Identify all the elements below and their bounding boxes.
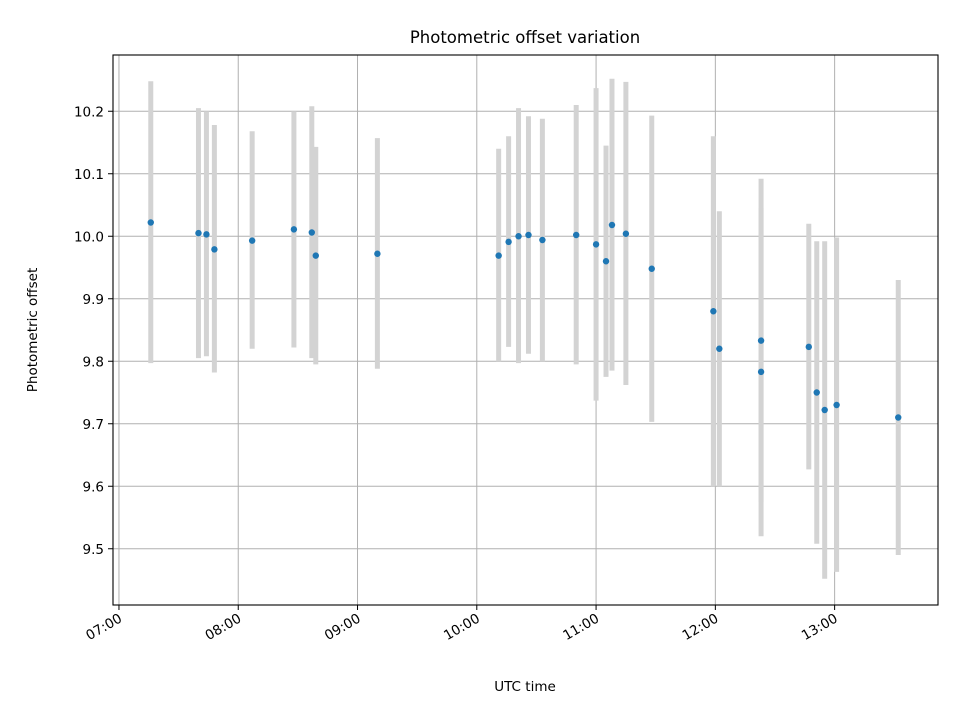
x-tick-label: 07:00 (83, 611, 125, 644)
data-point (374, 250, 381, 257)
data-point (833, 401, 840, 409)
data-point (805, 343, 812, 351)
data-point (147, 219, 154, 226)
data-point (648, 265, 655, 272)
data-point (895, 414, 902, 421)
data-point (211, 246, 218, 253)
data-point (757, 368, 765, 376)
y-tick-label: 10.1 (74, 167, 104, 183)
data-point (505, 238, 512, 246)
data-point (539, 236, 546, 244)
y-axis-label: Photometric offset (25, 268, 41, 392)
data-point (515, 233, 522, 240)
x-tick-label: 11:00 (560, 611, 602, 644)
data-point (495, 252, 502, 259)
data-point (602, 258, 610, 265)
data-point (608, 221, 616, 229)
data-point (592, 241, 600, 248)
data-point (525, 231, 532, 239)
chart-title: Photometric offset variation (410, 28, 640, 47)
x-axis-ticks: 07:00 08:00 09:00 10:00 11:00 12:00 13:00 (83, 605, 841, 644)
x-tick-label: 08:00 (203, 611, 245, 644)
y-axis-ticks: 9.5 9.6 9.7 9.8 9.9 10.0 10.1 10.2 (74, 104, 113, 558)
y-tick-label: 10.2 (74, 104, 104, 120)
y-tick-label: 9.5 (83, 542, 104, 558)
data-point (308, 229, 315, 236)
plot-frame (112, 54, 939, 606)
data-point (821, 406, 828, 414)
error-bars (148, 78, 901, 579)
y-tick-label: 9.8 (83, 354, 104, 370)
data-point (572, 231, 580, 239)
data-point (312, 252, 319, 259)
data-point (195, 229, 202, 237)
x-tick-label: 09:00 (322, 611, 364, 644)
y-tick-label: 9.7 (83, 417, 104, 433)
data-point (290, 226, 298, 233)
x-tick-label: 10:00 (441, 611, 483, 644)
data-point (203, 231, 210, 238)
x-tick-label: 12:00 (680, 611, 722, 644)
x-tick-label: 13:00 (799, 611, 841, 644)
y-tick-label: 9.9 (83, 292, 104, 308)
data-point (248, 237, 256, 244)
data-point (757, 337, 765, 344)
y-tick-label: 9.6 (83, 479, 104, 495)
y-tick-label: 10.0 (74, 229, 104, 245)
data-point (710, 308, 717, 315)
data-point (716, 345, 723, 352)
x-axis-label: UTC time (494, 679, 556, 695)
data-point (622, 230, 630, 237)
data-point (813, 389, 820, 396)
data-points (147, 219, 902, 421)
